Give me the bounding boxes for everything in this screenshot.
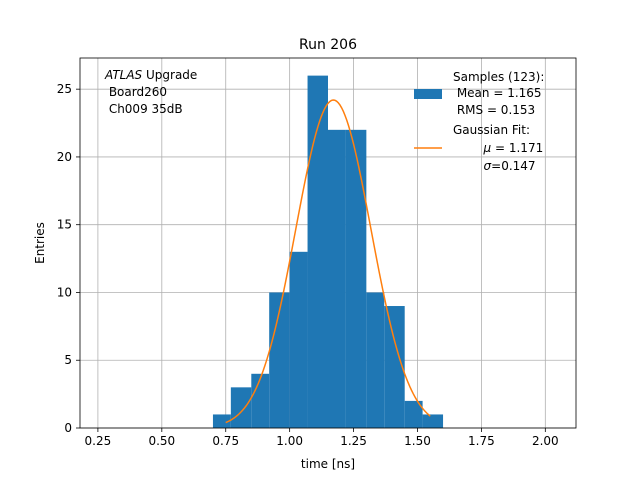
histogram-bar-1 [230, 387, 252, 428]
histogram-bars [212, 75, 444, 429]
gaussian-fit-curve [225, 99, 431, 424]
histogram-bar-7 [345, 129, 367, 429]
histogram-bar-3 [269, 292, 290, 428]
histogram-bar-6 [328, 129, 346, 429]
annotation-upgrade: Upgrade [142, 68, 197, 82]
x-tick-label-3: 1.00 [276, 434, 303, 448]
axis-ticks: 0.25 0.50 0.75 1.00 1.25 1.50 1.75 2.00 0 5 10 15 20… [57, 82, 559, 448]
annotation-atlas: ATLAS [104, 68, 143, 82]
legend-hist-rms: RMS = 0.153 [453, 103, 535, 117]
histogram-bar-5 [307, 75, 328, 428]
y-tick-label-4: 20 [57, 150, 72, 164]
legend-fit-mu-symbol: μ [483, 141, 492, 155]
histogram-bar-0 [212, 414, 231, 428]
svg-text:σ=0.147: σ=0.147 [453, 159, 555, 173]
y-axis-label: Entries [33, 222, 47, 264]
histogram-bar-10 [404, 400, 423, 428]
legend-fit-sigma-symbol: σ [484, 159, 492, 173]
legend-hist-swatch [414, 89, 442, 99]
y-tick-label-0: 0 [64, 421, 72, 435]
x-tick-label-0: 0.25 [85, 434, 112, 448]
annotation-box: ATLAS Upgrade Board260 Ch009 35dB [104, 68, 197, 116]
y-tick-label-1: 5 [64, 353, 72, 367]
legend-fit-mu-value: = 1.171 [491, 141, 543, 155]
histogram-bar-2 [251, 373, 270, 428]
y-tick-label-3: 15 [57, 218, 72, 232]
x-tick-label-1: 0.50 [148, 434, 175, 448]
y-tick-label-2: 10 [57, 285, 72, 299]
x-tick-label-6: 1.75 [468, 434, 495, 448]
svg-text:μ = 1.171: μ = 1.171 [453, 141, 562, 155]
legend-hist-mean: Mean = 1.165 [453, 86, 542, 100]
legend-fit-title: Gaussian Fit: [453, 123, 530, 137]
x-tick-label-5: 1.50 [404, 434, 431, 448]
annotation-board: Board260 [105, 85, 167, 99]
plot-frame [79, 57, 577, 429]
x-tick-label-2: 0.75 [212, 434, 239, 448]
svg-text:ATLAS Upgrade: ATLAS Upgrade [104, 68, 197, 82]
legend: Samples (123): Mean = 1.165 RMS = 0.153 … [414, 70, 562, 173]
histogram-bar-8 [366, 292, 385, 428]
annotation-channel: Ch009 35dB [105, 102, 183, 116]
legend-fit-sigma-value: =0.147 [491, 159, 535, 173]
legend-hist-title: Samples (123): [453, 70, 544, 84]
y-tick-label-5: 25 [57, 82, 72, 96]
histogram-bar-9 [384, 306, 405, 428]
x-tick-label-4: 1.25 [340, 434, 367, 448]
x-tick-label-7: 2.00 [532, 434, 559, 448]
histogram-bar-4 [289, 251, 308, 428]
x-axis-label: time [ns] [301, 457, 355, 471]
histogram-bar-11 [422, 414, 444, 428]
chart-title: Run 206 [299, 37, 357, 53]
